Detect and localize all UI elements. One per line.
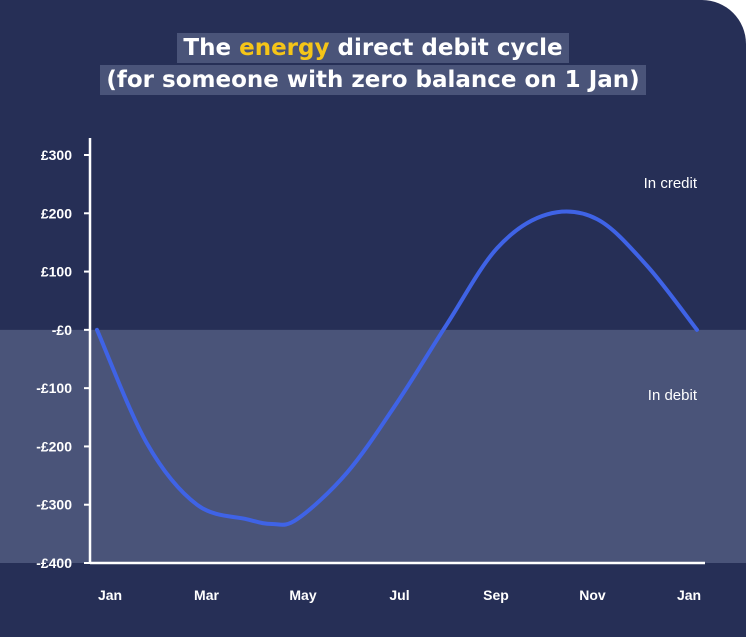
in-debit-label: In debit xyxy=(648,387,698,404)
chart-title: The energy direct debit cycle (for someo… xyxy=(0,33,746,97)
y-tick-label: -£100 xyxy=(36,380,72,396)
y-tick-label: -£200 xyxy=(36,438,72,454)
in-credit-label: In credit xyxy=(644,175,698,192)
x-tick-label: Nov xyxy=(579,587,606,603)
title-highlight: energy xyxy=(239,35,330,61)
debit-band xyxy=(0,329,746,563)
y-tick-label: -£300 xyxy=(36,497,72,513)
y-tick-label: £100 xyxy=(41,264,72,280)
x-tick-label: Sep xyxy=(483,587,509,603)
x-tick-label: Mar xyxy=(194,587,219,603)
x-tick-label: May xyxy=(289,587,316,603)
y-tick-label: -£0 xyxy=(52,322,72,338)
y-tick-label: £300 xyxy=(41,147,72,163)
title-line-1: The energy direct debit cycle xyxy=(177,33,569,63)
x-tick-label: Jul xyxy=(389,587,409,603)
x-tick-label: Jan xyxy=(677,587,701,603)
y-tick-label: -£400 xyxy=(36,555,72,571)
balance-line xyxy=(95,209,699,527)
x-tick-label: Jan xyxy=(98,587,122,603)
y-tick-label: £200 xyxy=(41,205,72,221)
title-line-2: (for someone with zero balance on 1 Jan) xyxy=(100,65,646,95)
